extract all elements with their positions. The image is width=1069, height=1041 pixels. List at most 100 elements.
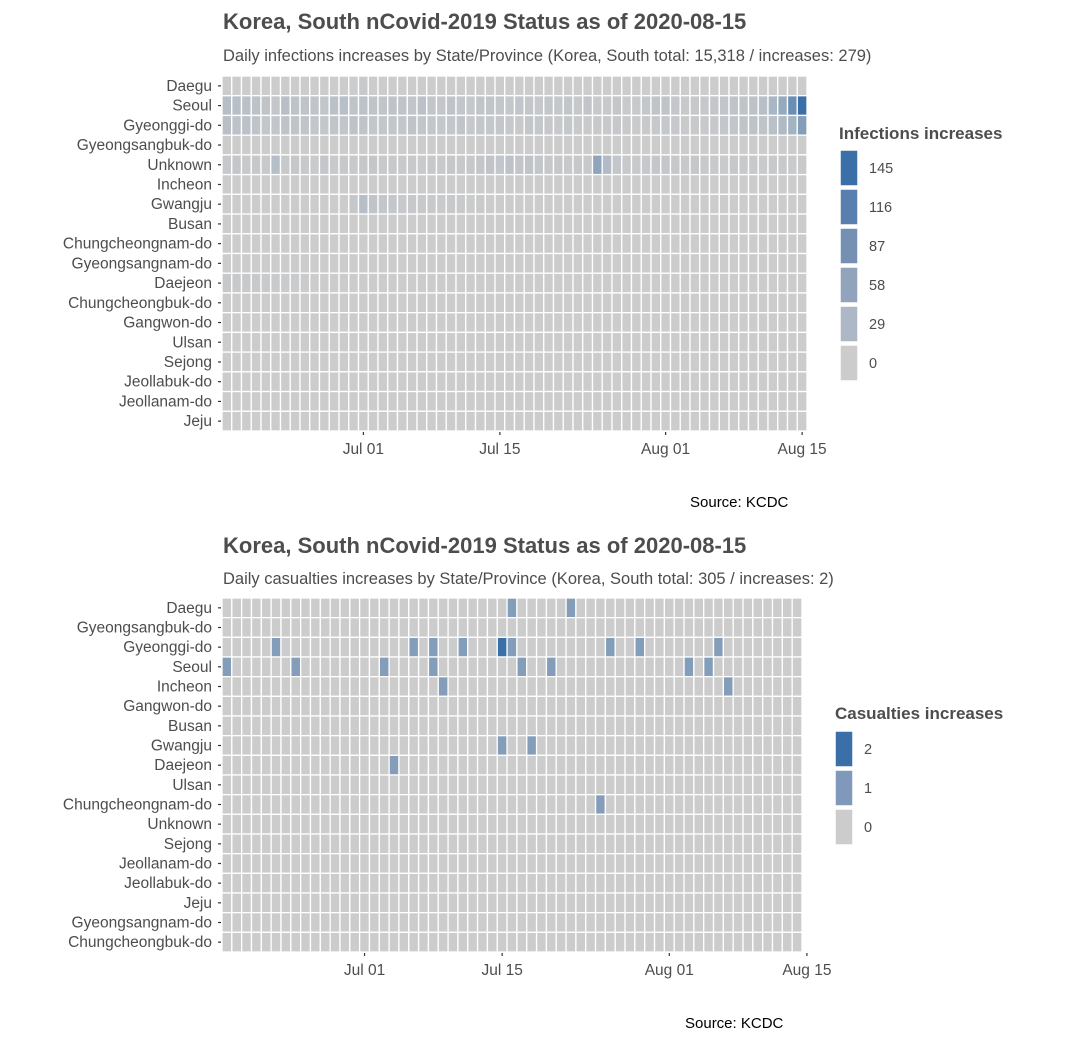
heatmap-cell [299,656,312,678]
heatmap-cell [533,371,545,393]
heatmap-cell [221,331,233,353]
heatmap-cell [640,114,652,136]
heatmap-cell [396,154,408,176]
heatmap-cell [624,735,636,756]
heatmap-cell [757,173,769,195]
heatmap-cell [708,154,720,176]
heatmap-cell [708,272,720,294]
heatmap-cell [416,292,428,314]
heatmap-cell [338,292,350,314]
heatmap-cell [650,292,662,314]
heatmap-cell [752,774,764,796]
heatmap-cell [722,617,734,638]
heatmap-cell [757,193,769,215]
heatmap-cell [474,75,486,97]
heatmap-cell [427,912,439,933]
heatmap-cell [591,390,603,412]
heatmap-cell [594,853,607,874]
heatmap-cell [630,213,642,235]
heatmap-cell [624,833,636,855]
heatmap-cell [426,233,438,255]
heatmap-cell [437,597,449,619]
heatmap-cell [634,912,646,933]
heatmap-cell [299,774,312,796]
heatmap-cell [445,371,457,393]
heatmap-cell [388,735,400,756]
heatmap-cell [416,272,428,294]
heatmap-cell [601,193,613,215]
heatmap-cell [555,754,567,776]
heatmap-cell [474,173,486,195]
heatmap-cell [387,390,399,412]
heatmap-cell [742,794,754,815]
heatmap-cell [457,774,469,796]
heatmap-cell [240,233,252,255]
heatmap-cell [722,597,734,619]
heatmap-cell [447,892,459,914]
heatmap-cell [683,813,695,835]
heatmap-cell [640,213,652,235]
heatmap-cell [718,292,730,314]
heatmap-cell [708,390,720,412]
heatmap-cell [640,390,652,412]
x-tick-label: Jul 15 [481,962,522,979]
heatmap-cell [250,774,262,796]
heatmap-cell [328,331,340,353]
heatmap-cell [663,912,675,933]
heatmap-cell [299,95,311,117]
heatmap-cell [504,410,516,432]
heatmap-cell [777,410,789,432]
heatmap-cell [679,114,691,136]
heatmap-cell [771,597,783,619]
heatmap-cell [290,872,302,894]
heatmap-cell [708,410,720,432]
heatmap-cell [575,754,587,776]
heatmap-cell [435,292,447,314]
heatmap-cell [408,636,420,658]
heatmap-cell [552,154,564,176]
heatmap-cell [689,390,701,412]
heatmap-cell [396,193,408,215]
heatmap-cell [240,134,252,156]
heatmap-cell [555,735,567,756]
heatmap-cell [762,656,774,678]
heatmap-cell [722,676,734,697]
heatmap-cell [427,892,439,914]
heatmap-cell [703,636,715,658]
heatmap-cell [738,114,750,136]
heatmap-cell [582,75,594,97]
heatmap-cell [653,912,666,933]
heatmap-cell [398,636,410,658]
heatmap-cell [732,636,744,658]
heatmap-cell [270,892,282,914]
heatmap-cell [358,597,371,619]
heatmap-cell [329,794,341,815]
heatmap-cell [299,833,312,855]
heatmap-cell [349,813,361,835]
heatmap-cell [791,715,803,737]
heatmap-cell [435,410,447,432]
y-tick-label: Gangwon-do [123,315,212,332]
heatmap-cell [408,735,420,756]
heatmap-cell [426,272,438,294]
heatmap-cell [689,292,701,314]
heatmap-cell [378,872,390,894]
heatmap-cell [290,892,302,914]
y-tick-label: Incheon [157,176,212,193]
y-tick-label: Busan [168,718,212,735]
heatmap-cell [504,193,516,215]
heatmap-cell [624,636,636,658]
heatmap-cell [339,912,351,933]
heatmap-cell [408,774,420,796]
heatmap-cell [455,272,467,294]
y-tick-label: Gyeonggi-do [123,639,212,656]
heatmap-cell [732,813,744,835]
heatmap-cell [523,371,535,393]
heatmap-cell [416,410,428,432]
heatmap-cell [260,617,272,638]
heatmap-cell [673,754,685,776]
y-tick-label: Incheon [157,679,212,696]
heatmap-cell [673,617,685,638]
heatmap-cell [747,193,759,215]
heatmap-cell [338,410,350,432]
